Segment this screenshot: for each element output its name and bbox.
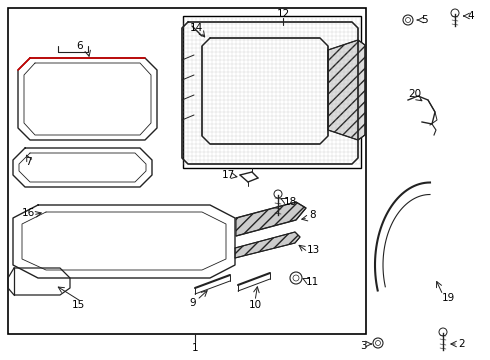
Polygon shape [235,232,300,258]
Circle shape [273,189,283,199]
Text: 4: 4 [467,11,474,21]
Text: 14: 14 [189,23,203,33]
Text: 15: 15 [72,300,85,310]
Text: 7: 7 [24,157,31,167]
Text: 3: 3 [360,341,367,351]
Polygon shape [202,38,328,144]
Polygon shape [236,202,306,236]
Text: 5: 5 [422,15,428,25]
Text: 12: 12 [276,9,290,19]
Text: 1: 1 [192,343,198,353]
Text: 11: 11 [305,277,318,287]
Text: 19: 19 [441,293,455,303]
Text: 6: 6 [77,41,83,51]
Text: 9: 9 [190,298,196,308]
Bar [183,16,361,168]
Bar [8,8,366,334]
Text: 16: 16 [22,208,35,218]
Text: 20: 20 [409,89,421,99]
Text: 18: 18 [283,197,296,207]
Text: 10: 10 [248,300,262,310]
Text: 13: 13 [306,245,319,255]
Polygon shape [328,40,365,140]
Text: 8: 8 [310,210,317,220]
Text: 17: 17 [221,170,235,180]
Text: 2: 2 [459,339,466,349]
